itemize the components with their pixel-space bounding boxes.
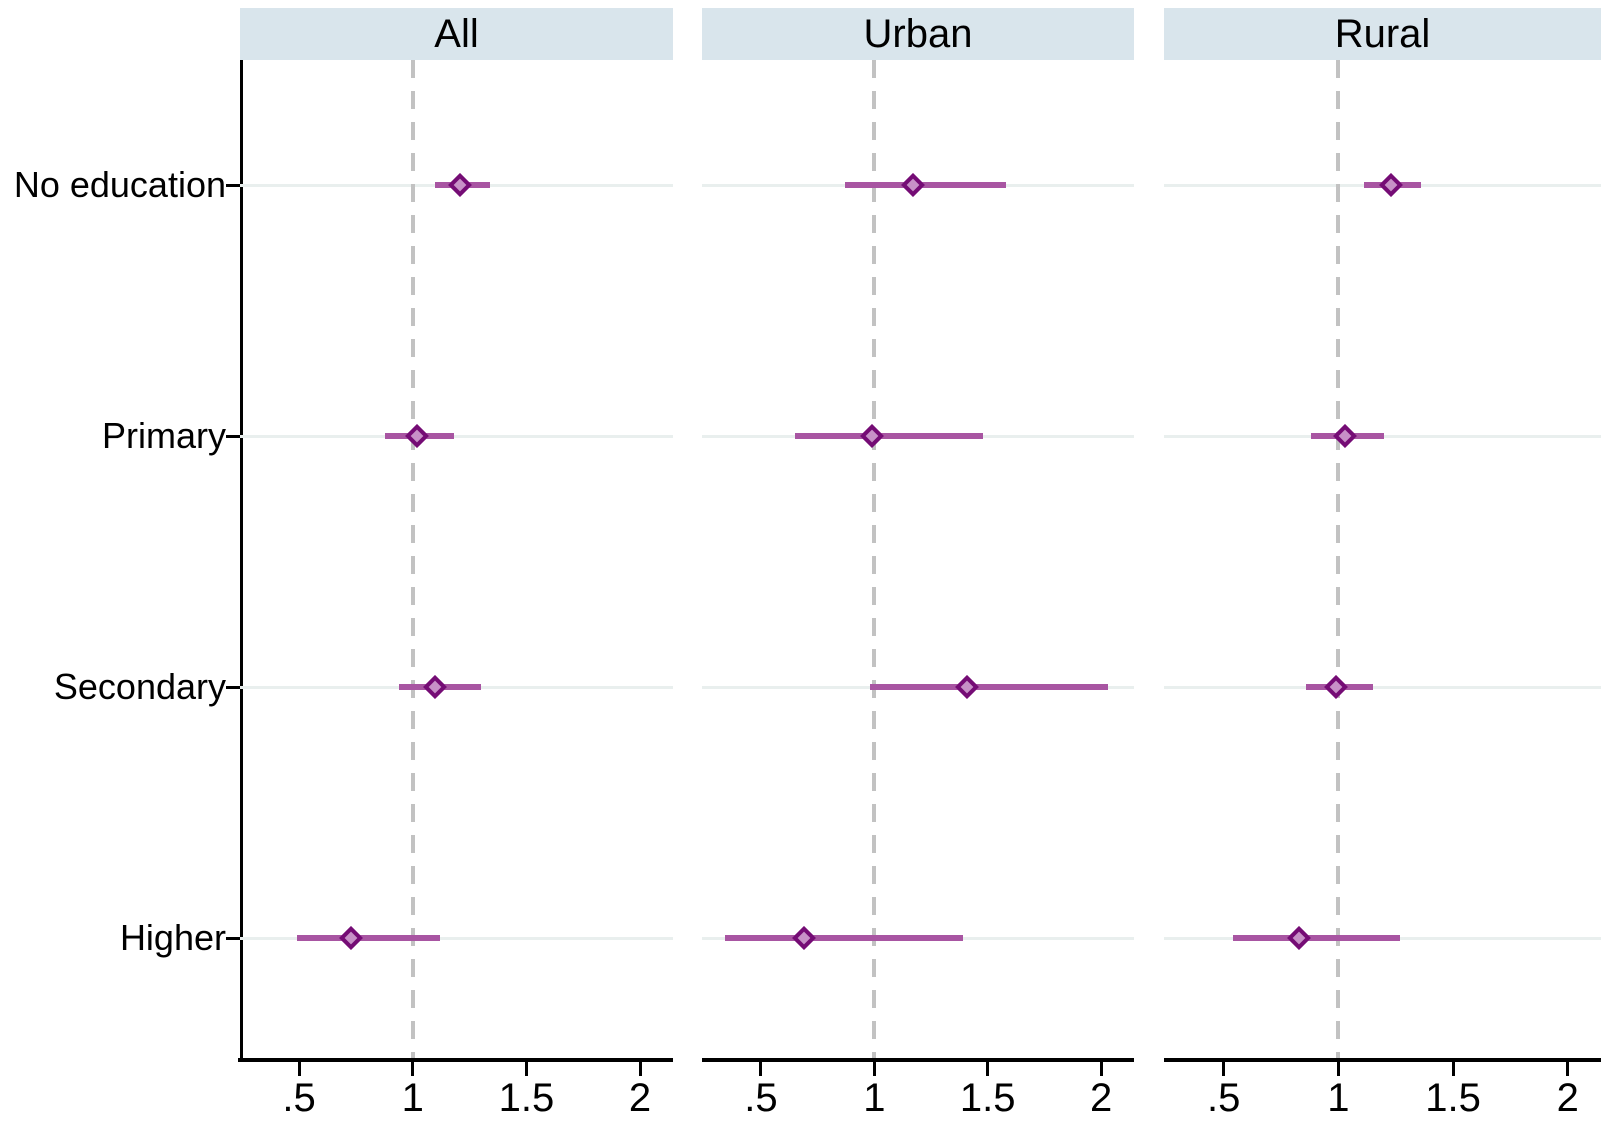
gridline: [240, 434, 673, 438]
ci-bar: [869, 684, 1108, 690]
gridline: [1164, 685, 1601, 689]
ci-bar: [794, 433, 984, 439]
x-tick-label: 1.5: [959, 1076, 1016, 1120]
reference-line: [410, 60, 415, 1060]
estimate-marker: [955, 674, 980, 700]
x-tick-label: .5: [744, 1076, 778, 1120]
category-label: No education: [13, 164, 226, 205]
category-label: Secondary: [53, 666, 226, 707]
x-tick-label: 2: [1089, 1076, 1113, 1120]
x-axis-line: [702, 1058, 1134, 1062]
category-label: Primary: [102, 415, 226, 456]
panel-header: All: [240, 8, 673, 60]
estimate-marker: [1324, 674, 1349, 700]
y-axis-line: [240, 60, 243, 1060]
x-axis-line: [238, 1058, 673, 1062]
ci-bar: [844, 182, 1006, 188]
x-tick-label: 2: [1556, 1076, 1579, 1120]
x-tick-label: 2: [628, 1076, 652, 1120]
x-tick-label: .5: [282, 1076, 316, 1120]
category-tick: [226, 434, 242, 438]
x-tick: [1099, 1062, 1103, 1076]
x-tick: [1451, 1062, 1455, 1076]
estimate-marker: [1287, 925, 1312, 951]
x-tick-label: 1: [863, 1076, 886, 1120]
estimate-marker: [860, 423, 885, 449]
estimate-marker: [423, 674, 448, 700]
estimate-marker: [1379, 172, 1404, 198]
estimate-marker: [448, 172, 473, 198]
estimate-marker: [792, 925, 817, 951]
x-tick: [1222, 1062, 1226, 1076]
x-tick-label: 1: [1327, 1076, 1350, 1120]
x-tick: [872, 1062, 876, 1076]
plot-area: [1164, 60, 1601, 1060]
gridline: [240, 936, 673, 940]
category-label: Higher: [119, 917, 226, 958]
x-tick: [297, 1062, 301, 1076]
x-tick: [986, 1062, 990, 1076]
panel-header: Rural: [1164, 8, 1601, 60]
estimate-marker: [339, 925, 364, 951]
x-tick: [638, 1062, 642, 1076]
x-tick: [759, 1062, 763, 1076]
plot-area: [240, 60, 673, 1060]
category-tick: [226, 936, 242, 940]
x-tick: [1336, 1062, 1340, 1076]
x-tick-label: 1: [401, 1076, 424, 1120]
panel-header: Urban: [702, 8, 1134, 60]
ci-bar: [1232, 935, 1401, 941]
estimate-marker: [900, 172, 925, 198]
x-tick-label: .5: [1206, 1076, 1241, 1120]
plot-area: [702, 60, 1134, 1060]
x-axis-line: [1164, 1058, 1601, 1062]
x-tick-label: 1.5: [498, 1076, 555, 1120]
category-tick: [226, 685, 242, 689]
x-tick: [524, 1062, 528, 1076]
estimate-marker: [405, 423, 430, 449]
x-tick: [411, 1062, 415, 1076]
reference-line: [872, 60, 877, 1060]
ci-bar: [296, 935, 440, 941]
ci-bar: [724, 935, 963, 941]
x-tick-label: 1.5: [1425, 1076, 1481, 1120]
category-tick: [226, 183, 242, 187]
reference-line: [1336, 60, 1341, 1060]
x-tick: [1566, 1062, 1570, 1076]
